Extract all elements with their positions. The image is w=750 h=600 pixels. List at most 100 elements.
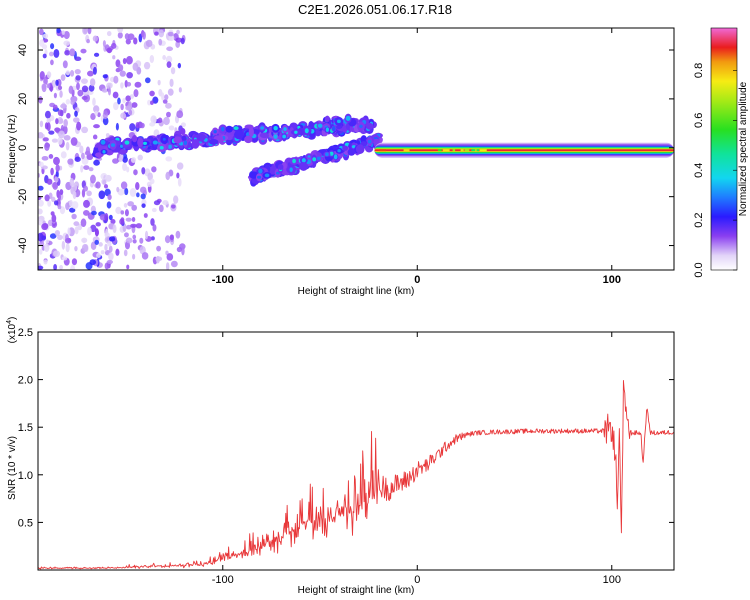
noise-blob <box>51 138 58 143</box>
noise-blob <box>151 207 157 213</box>
noise-blob <box>125 56 133 65</box>
noise-blob <box>125 224 132 230</box>
noise-blob <box>63 40 71 46</box>
tone-speckle <box>471 149 475 152</box>
bottom-x-tick-label: 0 <box>414 574 420 586</box>
branch-core <box>282 134 287 139</box>
branch-halo <box>173 136 182 144</box>
noise-blob <box>101 88 108 93</box>
noise-blob <box>144 230 149 240</box>
noise-blob <box>102 116 109 126</box>
noise-blob <box>53 156 60 166</box>
noise-blob <box>132 239 137 244</box>
noise-blob <box>115 122 119 131</box>
noise-blob <box>157 117 163 124</box>
branch-halo <box>277 163 284 171</box>
noise-blob <box>165 102 172 109</box>
noise-blob <box>42 33 49 39</box>
noise-blob <box>42 53 47 59</box>
noise-blob <box>119 153 124 160</box>
noise-blob <box>61 240 66 250</box>
noise-blob <box>162 99 168 104</box>
tone-speckle <box>479 149 487 152</box>
noise-blob <box>162 200 169 206</box>
noise-blob <box>46 118 51 124</box>
colorbar-ticks <box>733 70 737 271</box>
noise-blob <box>80 48 87 54</box>
noise-blob <box>178 87 182 93</box>
noise-blob <box>39 39 45 47</box>
noise-blob <box>113 75 119 84</box>
noise-blob <box>59 206 66 215</box>
noise-blob <box>119 70 126 77</box>
branch-core <box>258 168 263 174</box>
noise-blob <box>53 263 58 270</box>
noise-blob <box>53 48 60 58</box>
colorbar-tick-label: 0.4 <box>693 163 705 178</box>
noise-blob <box>46 178 53 185</box>
noise-blob <box>93 159 100 166</box>
noise-blob <box>173 195 179 204</box>
noise-blob <box>51 196 56 203</box>
noise-blob <box>83 165 90 171</box>
noise-blob <box>125 105 132 111</box>
noise-blob <box>156 245 162 252</box>
noise-blob <box>57 192 61 202</box>
noise-blob <box>58 130 65 139</box>
noise-blob <box>170 67 176 75</box>
noise-blob <box>165 156 173 162</box>
noise-blob <box>152 96 159 104</box>
branch-core <box>333 154 338 160</box>
noise-blob <box>169 78 174 87</box>
noise-blob <box>72 190 77 200</box>
branch-core <box>325 127 330 132</box>
noise-blob <box>124 33 130 40</box>
noise-blob <box>106 201 112 209</box>
branch-core <box>329 151 334 156</box>
noise-blob <box>149 55 155 63</box>
noise-blob <box>112 158 119 164</box>
noise-blob <box>140 193 146 200</box>
noise-blob <box>124 209 129 217</box>
noise-blob <box>93 124 100 129</box>
tone-speckle <box>403 149 410 152</box>
branch-halo <box>196 133 206 141</box>
noise-blob <box>44 110 51 119</box>
branch-halo <box>225 125 233 133</box>
y-scale-exponent: 4 <box>6 320 13 324</box>
noise-blob <box>181 246 185 256</box>
noise-blob <box>71 213 77 220</box>
noise-blob <box>140 186 147 194</box>
noise-blob <box>115 248 120 256</box>
branch-core <box>345 115 351 121</box>
noise-blob <box>134 81 142 88</box>
branch-halo <box>355 144 365 154</box>
noise-blob <box>69 177 75 187</box>
snr-panel: -100 0 100 0.5 1.0 1.5 2.0 2.5 Height of… <box>6 317 675 596</box>
noise-blob <box>117 97 121 105</box>
bottom-y-axis-label: SNR (10 * v/v) <box>7 436 18 500</box>
noise-blob <box>55 118 59 125</box>
colorbar-tick-label: 0.6 <box>693 113 705 128</box>
noise-blob <box>66 112 71 119</box>
noise-blob <box>165 55 173 64</box>
top-y-tick-label: 40 <box>17 44 29 56</box>
bottom-x-tick-label: 100 <box>603 574 621 586</box>
noise-blob <box>47 219 53 227</box>
noise-blob <box>105 228 109 238</box>
bottom-x-axis-label: Height of straight line (km) <box>298 585 415 596</box>
noise-blob <box>166 46 174 52</box>
noise-blob <box>100 172 108 180</box>
noise-blob <box>130 157 137 164</box>
branch-core <box>142 141 147 145</box>
branch-halo <box>181 135 187 141</box>
spectrogram-panel: -100 0 100 -40 -20 0 20 40 Height of str… <box>7 27 675 297</box>
noise-blob <box>53 250 60 258</box>
noise-blob <box>147 99 152 106</box>
noise-blob <box>176 29 180 35</box>
noise-blob <box>113 101 119 111</box>
noise-blob <box>102 40 106 48</box>
noise-blob <box>88 167 94 172</box>
svg-text:(x104): (x104) <box>6 317 18 344</box>
noise-blob <box>92 66 97 75</box>
